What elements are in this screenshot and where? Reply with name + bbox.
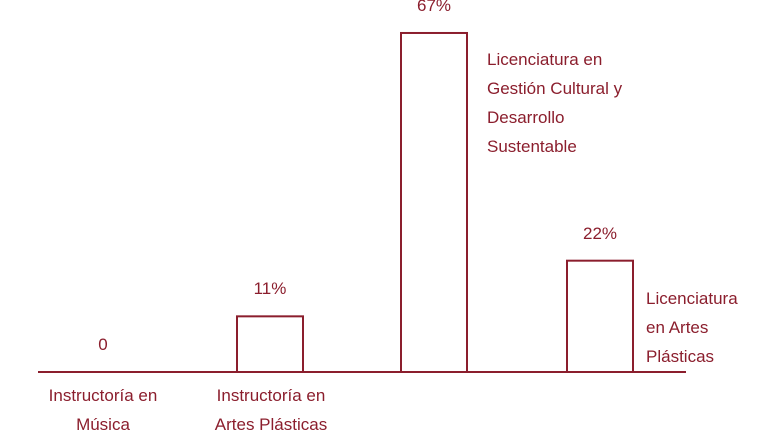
value-label: 0 [98, 335, 108, 354]
bar [400, 31, 468, 373]
bar [566, 259, 634, 373]
value-label: 67% [416, 0, 452, 15]
bar [236, 315, 304, 373]
value-label: 22% [582, 223, 618, 243]
category-label: Instructoría en Artes Plásticas [214, 386, 328, 434]
category-label: Licenciatura en Artes Plásticas [646, 289, 738, 366]
category-label: Licenciatura en Gestión Cultural y Desar… [487, 50, 623, 156]
category-label: Instructoría en Música [48, 386, 158, 434]
value-label: 11% [253, 279, 287, 299]
